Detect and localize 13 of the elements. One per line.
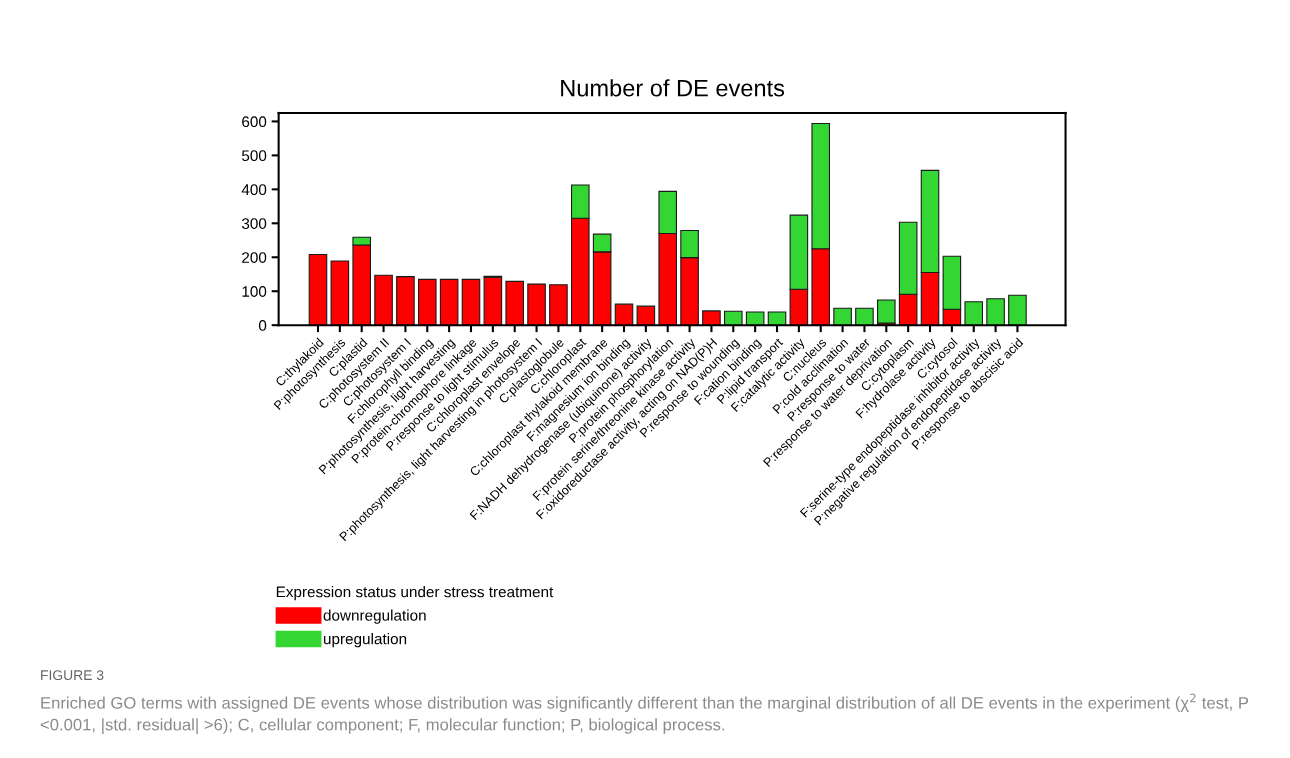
- legend-label: upregulation: [323, 633, 407, 648]
- y-tick-label: 0: [258, 320, 267, 331]
- chart-title: Number of DE events: [561, 79, 785, 97]
- y-tick-label: 400: [241, 184, 267, 196]
- legend-title: Expression status under stress treatment: [276, 586, 554, 601]
- y-tick-label: 200: [242, 252, 267, 263]
- legend-label: downregulation: [323, 609, 426, 624]
- text: Enriched GO terms with assigned DE events whose distribution was significantly different than the marginal distribution of all DE events in the experiment (χ$^{2}$ test, P <0.001, |std. residual| >6); C, cellular component; F, molecular function; P, biological process.: [40, 693, 1249, 734]
- y-tick-label: 100: [242, 286, 267, 297]
- y-tick-label: 300: [241, 218, 267, 229]
- caption: FIGURE 3: [41, 670, 104, 681]
- y-tick-label: 600: [242, 116, 267, 128]
- y-tick-label: 500: [241, 150, 267, 162]
